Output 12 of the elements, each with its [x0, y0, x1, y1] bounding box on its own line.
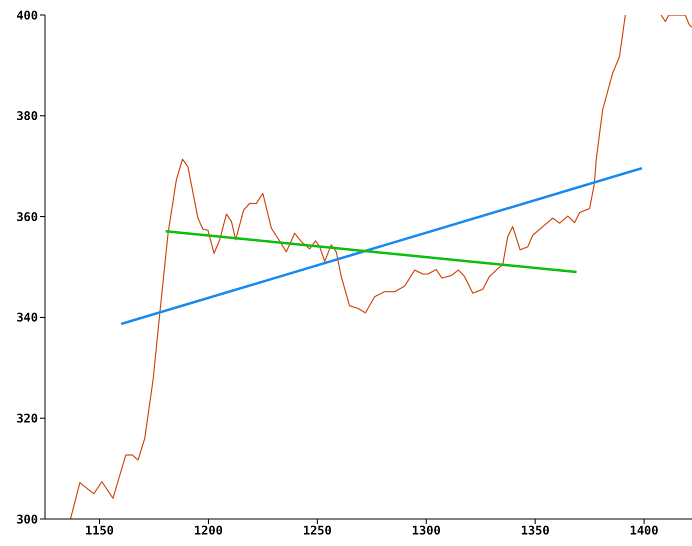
y-tick-label: 400 [16, 8, 38, 22]
x-tick-label: 1200 [194, 524, 223, 538]
y-tick-label: 300 [16, 512, 38, 526]
x-tick-label: 1400 [630, 524, 659, 538]
x-tick-label: 1250 [302, 524, 332, 538]
x-tick-label: 1350 [520, 524, 550, 538]
x-tick-label: 1150 [85, 524, 114, 538]
y-tick-label: 360 [16, 210, 38, 224]
y-tick-label: 380 [16, 109, 38, 124]
y-tick-label: 320 [16, 411, 38, 426]
x-tick-label: 1300 [412, 524, 441, 538]
y-tick-label: 340 [16, 310, 38, 325]
